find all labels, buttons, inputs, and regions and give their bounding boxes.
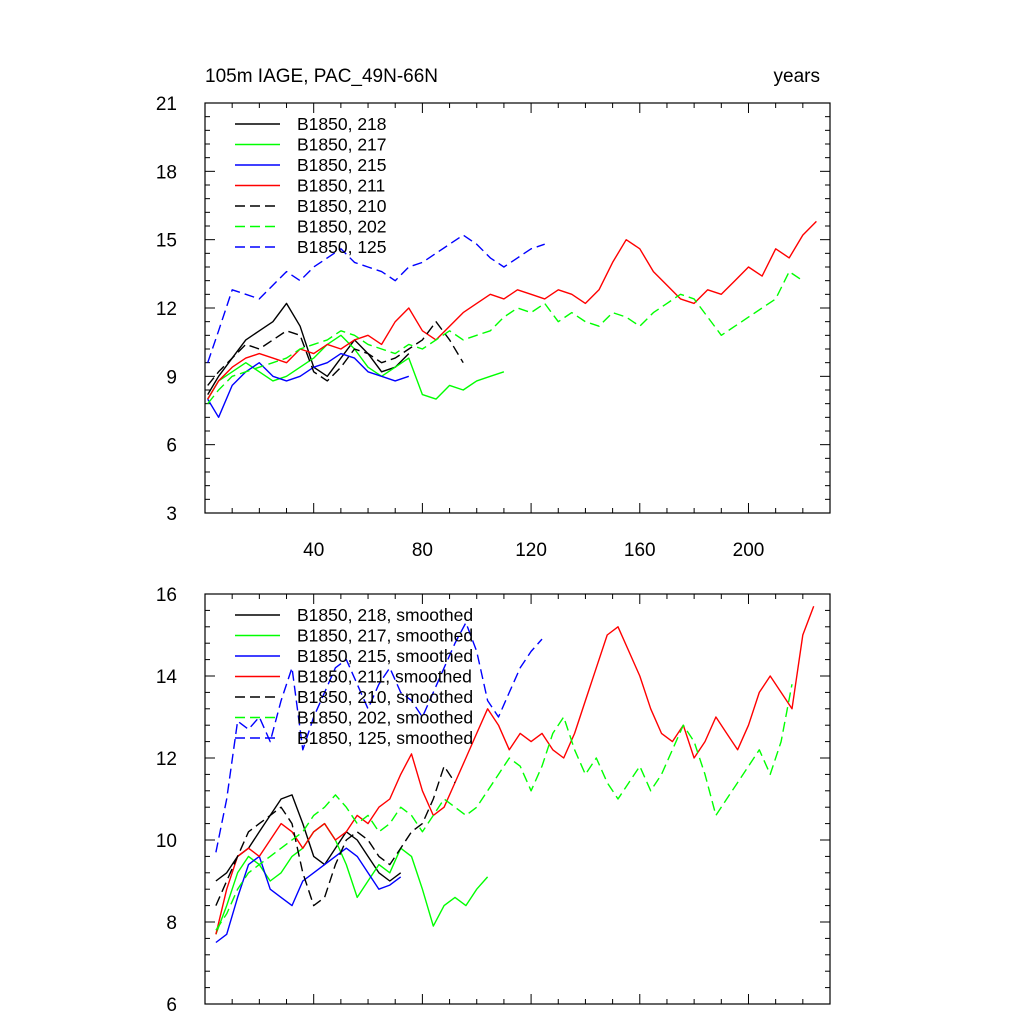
bottom-legend-label-0: B1850, 218, smoothed: [297, 605, 473, 625]
bottom-axes: 6 8 10 12 14 16: [156, 585, 831, 1016]
top-xtick-label: 120: [515, 540, 547, 561]
top-series-line-5: [207, 270, 804, 405]
bottom-series-line-3: [215, 606, 815, 935]
bottom-ytick-label: 8: [166, 913, 177, 934]
top-series: [207, 220, 817, 418]
top-chart-units: years: [774, 66, 820, 87]
bottom-series-line-4: [215, 765, 456, 907]
top-legend-label-0: B1850, 218: [297, 114, 387, 134]
bottom-series: [215, 606, 815, 944]
top-xtick-label: 40: [303, 540, 324, 561]
top-ytick-label: 15: [156, 231, 177, 252]
bottom-ytick-label: 6: [166, 995, 177, 1016]
top-panel: 105m IAGE, PAC_49N-66N years 3 6 9 12 15 18 21…: [156, 66, 831, 561]
top-series-line-2: [207, 352, 410, 418]
top-series-line-4: [207, 321, 464, 386]
bottom-legend-label-6: B1850, 125, smoothed: [297, 728, 473, 748]
bottom-legend-label-3: B1850, 211, smoothed: [297, 667, 472, 687]
top-ytick-label: 6: [166, 436, 177, 457]
top-ytick-label: 21: [156, 94, 177, 115]
bottom-legend-label-2: B1850, 215, smoothed: [297, 646, 473, 666]
bottom-series-line-5: [215, 684, 793, 931]
top-legend-label-5: B1850, 202: [297, 217, 387, 237]
bottom-series-line-6: [215, 622, 543, 853]
bottom-series-line-2: [215, 847, 402, 944]
bottom-ytick-label: 16: [156, 585, 177, 606]
bottom-legend-label-1: B1850, 217, smoothed: [297, 626, 473, 646]
top-legend-label-4: B1850, 210: [297, 196, 387, 216]
bottom-ytick-label: 14: [156, 667, 178, 688]
top-chart-title: 105m IAGE, PAC_49N-66N: [205, 66, 438, 87]
top-series-line-3: [207, 220, 817, 400]
top-series-line-6: [207, 234, 545, 363]
top-series-line-0: [207, 302, 410, 395]
bottom-legend-label-5: B1850, 202, smoothed: [297, 708, 473, 728]
top-ytick-label: 9: [166, 367, 177, 388]
top-ytick-label: 12: [156, 299, 177, 320]
top-xtick-label: 160: [624, 540, 656, 561]
bottom-plot-frame: [204, 593, 831, 1005]
top-legend-label-6: B1850, 125: [297, 237, 387, 257]
top-ytick-label: 3: [166, 504, 177, 525]
top-xtick-label: 200: [733, 540, 765, 561]
bottom-series-line-1: [215, 822, 489, 935]
top-legend-label-2: B1850, 215: [297, 155, 387, 175]
top-axes: 3 6 9 12 15 18 21 40 80 120 160 200: [156, 94, 831, 561]
bottom-series-line-0: [215, 794, 402, 882]
top-ytick-label: 18: [156, 162, 177, 183]
bottom-legend-label-4: B1850, 210, smoothed: [297, 687, 473, 707]
top-legend-label-1: B1850, 217: [297, 135, 387, 155]
top-legend-label-3: B1850, 211: [297, 176, 385, 196]
bottom-ytick-label: 10: [156, 831, 177, 852]
bottom-ytick-label: 12: [156, 749, 177, 770]
top-xtick-label: 80: [412, 540, 433, 561]
